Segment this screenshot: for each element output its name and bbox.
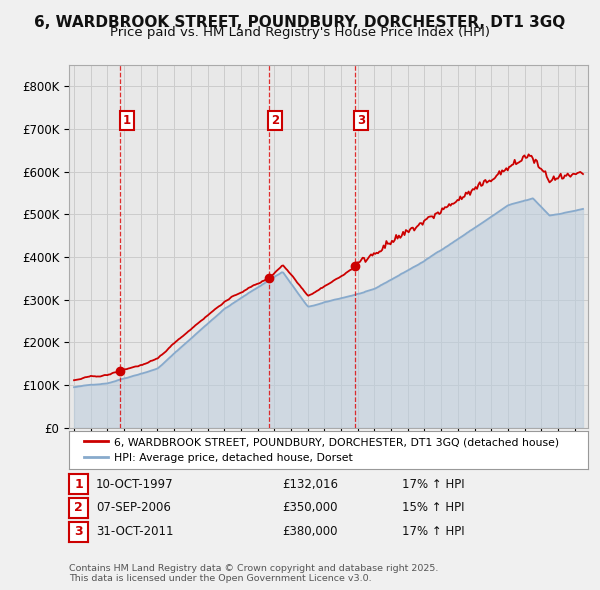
Text: 6, WARDBROOK STREET, POUNDBURY, DORCHESTER, DT1 3GQ: 6, WARDBROOK STREET, POUNDBURY, DORCHEST… — [34, 15, 566, 30]
Text: 31-OCT-2011: 31-OCT-2011 — [96, 525, 173, 538]
Text: 3: 3 — [74, 525, 83, 538]
Text: 17% ↑ HPI: 17% ↑ HPI — [402, 478, 464, 491]
Text: 10-OCT-1997: 10-OCT-1997 — [96, 478, 173, 491]
Text: 2: 2 — [74, 502, 83, 514]
Text: 17% ↑ HPI: 17% ↑ HPI — [402, 525, 464, 538]
Text: £132,016: £132,016 — [282, 478, 338, 491]
Text: 3: 3 — [358, 114, 365, 127]
Text: 15% ↑ HPI: 15% ↑ HPI — [402, 502, 464, 514]
Legend: 6, WARDBROOK STREET, POUNDBURY, DORCHESTER, DT1 3GQ (detached house), HPI: Avera: 6, WARDBROOK STREET, POUNDBURY, DORCHEST… — [80, 433, 564, 467]
Text: Price paid vs. HM Land Registry's House Price Index (HPI): Price paid vs. HM Land Registry's House … — [110, 26, 490, 39]
Text: 2: 2 — [271, 114, 280, 127]
Text: £350,000: £350,000 — [282, 502, 337, 514]
Text: 1: 1 — [123, 114, 131, 127]
Text: £380,000: £380,000 — [282, 525, 337, 538]
Text: 07-SEP-2006: 07-SEP-2006 — [96, 502, 171, 514]
Text: Contains HM Land Registry data © Crown copyright and database right 2025.
This d: Contains HM Land Registry data © Crown c… — [69, 563, 439, 583]
Text: 1: 1 — [74, 478, 83, 491]
